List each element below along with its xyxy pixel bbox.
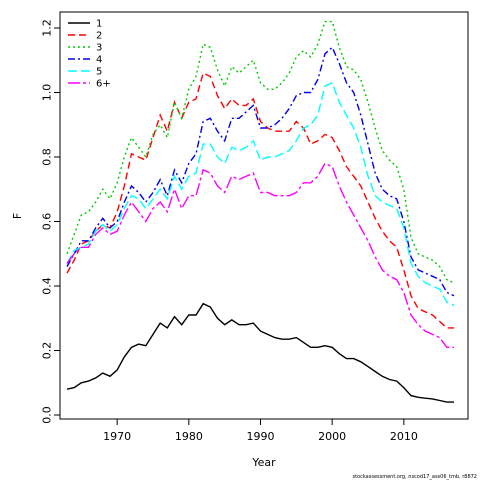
legend-label-5: 5 bbox=[96, 67, 102, 78]
series-line-4 bbox=[66, 46, 455, 297]
x-tick-label: 2000 bbox=[318, 430, 346, 443]
x-tick-label: 1990 bbox=[247, 430, 275, 443]
x-tick-label: 1980 bbox=[175, 430, 203, 443]
x-tick-label: 2010 bbox=[390, 430, 418, 443]
y-tick-label: 1.0 bbox=[41, 84, 54, 102]
series-line-3 bbox=[66, 20, 455, 284]
legend-label-4: 4 bbox=[96, 55, 102, 66]
legend-label-6: 6+ bbox=[96, 79, 111, 90]
series-layer bbox=[66, 20, 455, 403]
legend-label-3: 3 bbox=[96, 43, 102, 54]
series-line-5 bbox=[66, 81, 455, 306]
series-line-6 bbox=[66, 162, 454, 348]
legend-label-1: 1 bbox=[96, 19, 102, 30]
series-line-1 bbox=[66, 302, 454, 403]
y-tick-label: 0.0 bbox=[41, 406, 54, 424]
series-line-2 bbox=[66, 72, 454, 329]
y-tick-label: 0.8 bbox=[41, 148, 54, 166]
legend-label-2: 2 bbox=[96, 31, 102, 42]
y-axis-title: F bbox=[11, 213, 24, 219]
y-tick-label: 0.2 bbox=[41, 342, 54, 360]
x-axis-title: Year bbox=[251, 456, 276, 469]
y-tick-label: 0.6 bbox=[41, 213, 54, 231]
y-tick-label: 1.2 bbox=[41, 19, 54, 37]
credit-text: stockassessment.org, nscod17_ass06_tmb, … bbox=[352, 474, 477, 480]
x-tick-label: 1970 bbox=[103, 430, 131, 443]
y-tick-label: 0.4 bbox=[41, 277, 54, 295]
axes-layer: 1970 1980 1990 2000 2010 0.0 0.2 0.4 0.6 0.8 1.0 1.… bbox=[41, 19, 418, 443]
